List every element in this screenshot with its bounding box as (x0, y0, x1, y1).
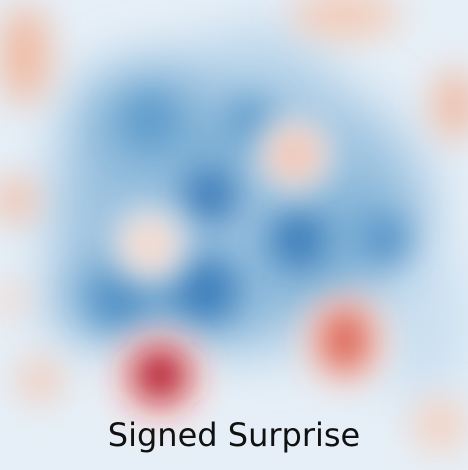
caption: Signed Surprise (108, 416, 360, 454)
